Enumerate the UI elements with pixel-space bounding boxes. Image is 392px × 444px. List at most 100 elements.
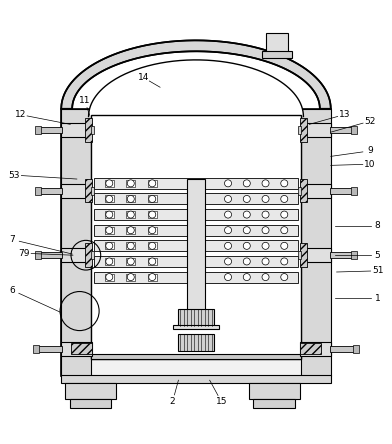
Bar bbox=[353, 345, 359, 353]
Circle shape bbox=[149, 227, 156, 234]
Circle shape bbox=[225, 195, 232, 202]
Bar bbox=[298, 126, 301, 134]
Bar bbox=[304, 248, 331, 262]
Bar bbox=[33, 345, 39, 353]
Bar bbox=[39, 188, 62, 194]
Bar bbox=[127, 242, 135, 250]
Bar bbox=[105, 180, 114, 187]
Circle shape bbox=[262, 227, 269, 234]
Bar bbox=[35, 251, 40, 259]
Bar bbox=[35, 187, 40, 194]
Bar bbox=[61, 248, 88, 262]
Bar bbox=[127, 211, 135, 218]
Bar bbox=[61, 123, 88, 137]
Bar bbox=[300, 119, 307, 142]
Circle shape bbox=[127, 211, 134, 218]
Bar bbox=[105, 211, 114, 218]
Bar bbox=[127, 195, 135, 202]
Circle shape bbox=[149, 195, 156, 202]
Circle shape bbox=[149, 274, 156, 281]
Bar bbox=[61, 184, 88, 198]
Text: 14: 14 bbox=[138, 73, 149, 82]
Text: 2: 2 bbox=[170, 397, 175, 406]
Circle shape bbox=[149, 258, 156, 265]
Bar bbox=[94, 209, 298, 220]
Circle shape bbox=[127, 274, 134, 281]
Circle shape bbox=[243, 211, 250, 218]
Polygon shape bbox=[89, 60, 303, 116]
Bar bbox=[94, 178, 298, 189]
Circle shape bbox=[149, 242, 156, 250]
Text: 53: 53 bbox=[9, 170, 20, 180]
Text: 10: 10 bbox=[364, 160, 376, 169]
Circle shape bbox=[281, 180, 288, 187]
Bar bbox=[94, 256, 298, 267]
Text: 12: 12 bbox=[15, 110, 26, 119]
Circle shape bbox=[127, 242, 134, 250]
Bar bbox=[65, 383, 116, 399]
Circle shape bbox=[262, 242, 269, 250]
Circle shape bbox=[281, 274, 288, 281]
Circle shape bbox=[225, 211, 232, 218]
Bar bbox=[148, 274, 156, 281]
Circle shape bbox=[243, 274, 250, 281]
Text: 52: 52 bbox=[364, 117, 376, 126]
Circle shape bbox=[281, 227, 288, 234]
Bar bbox=[85, 243, 92, 267]
Bar bbox=[91, 187, 94, 194]
Text: 7: 7 bbox=[9, 235, 15, 244]
Bar bbox=[127, 274, 135, 281]
Bar bbox=[35, 126, 40, 134]
Bar bbox=[105, 227, 114, 234]
Circle shape bbox=[225, 227, 232, 234]
Text: 6: 6 bbox=[9, 286, 15, 295]
Circle shape bbox=[281, 258, 288, 265]
Bar bbox=[91, 251, 94, 259]
Bar bbox=[299, 344, 321, 354]
Bar bbox=[148, 258, 156, 265]
Bar bbox=[253, 399, 295, 408]
Text: 11: 11 bbox=[79, 96, 91, 105]
Circle shape bbox=[106, 242, 113, 250]
Bar bbox=[105, 242, 114, 250]
Text: 8: 8 bbox=[375, 222, 381, 230]
Bar bbox=[94, 272, 298, 282]
Bar bbox=[91, 126, 94, 134]
Circle shape bbox=[243, 258, 250, 265]
Bar bbox=[249, 383, 299, 399]
Bar bbox=[91, 115, 301, 359]
Bar bbox=[105, 274, 114, 281]
Circle shape bbox=[106, 258, 113, 265]
Text: 5: 5 bbox=[375, 251, 381, 260]
Circle shape bbox=[225, 258, 232, 265]
Bar bbox=[127, 180, 135, 187]
Circle shape bbox=[106, 195, 113, 202]
Circle shape bbox=[281, 211, 288, 218]
Bar bbox=[261, 51, 292, 58]
Text: 9: 9 bbox=[367, 147, 373, 155]
Bar bbox=[127, 227, 135, 234]
Text: 13: 13 bbox=[339, 110, 350, 119]
Circle shape bbox=[243, 180, 250, 187]
Polygon shape bbox=[61, 40, 331, 109]
Circle shape bbox=[262, 180, 269, 187]
Bar bbox=[266, 33, 288, 52]
Circle shape bbox=[262, 258, 269, 265]
Circle shape bbox=[149, 180, 156, 187]
Bar bbox=[61, 375, 331, 383]
Bar bbox=[38, 346, 62, 352]
Circle shape bbox=[106, 227, 113, 234]
Text: 79: 79 bbox=[18, 249, 30, 258]
Circle shape bbox=[149, 211, 156, 218]
Bar bbox=[330, 346, 354, 352]
Bar bbox=[39, 252, 62, 258]
Bar bbox=[148, 195, 156, 202]
Circle shape bbox=[243, 195, 250, 202]
Bar bbox=[91, 354, 301, 360]
Circle shape bbox=[127, 227, 134, 234]
Circle shape bbox=[106, 180, 113, 187]
Text: 15: 15 bbox=[216, 397, 227, 406]
Bar bbox=[172, 325, 220, 329]
Bar bbox=[61, 109, 331, 377]
Circle shape bbox=[243, 227, 250, 234]
